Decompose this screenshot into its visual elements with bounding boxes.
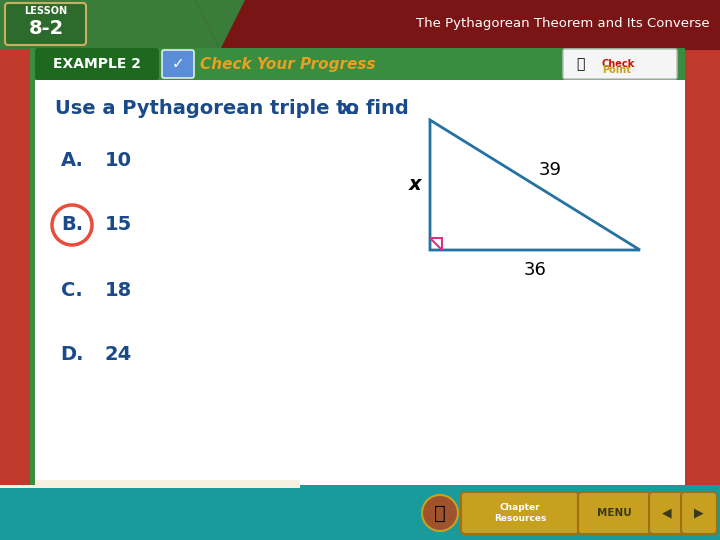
Text: 15: 15 — [105, 215, 132, 234]
Text: MENU: MENU — [597, 508, 631, 518]
Text: 36: 36 — [523, 261, 546, 279]
Text: 🌐: 🌐 — [434, 503, 446, 523]
Text: 39: 39 — [539, 161, 562, 179]
FancyBboxPatch shape — [578, 492, 651, 534]
FancyBboxPatch shape — [0, 485, 720, 540]
Polygon shape — [195, 0, 245, 50]
Text: EXAMPLE 2: EXAMPLE 2 — [53, 57, 141, 71]
Text: x: x — [340, 98, 353, 118]
Text: 🎯: 🎯 — [576, 57, 584, 71]
FancyBboxPatch shape — [563, 49, 677, 79]
Text: B.: B. — [61, 215, 83, 234]
Text: Check: Check — [602, 59, 635, 69]
FancyBboxPatch shape — [0, 480, 300, 488]
Polygon shape — [0, 0, 720, 50]
Text: LESSON: LESSON — [24, 6, 68, 16]
Text: 24: 24 — [105, 346, 132, 365]
Text: Point: Point — [602, 65, 631, 75]
Text: x: x — [409, 176, 421, 194]
FancyBboxPatch shape — [649, 492, 685, 534]
Text: C.: C. — [61, 280, 83, 300]
FancyBboxPatch shape — [5, 3, 86, 45]
Text: ✓: ✓ — [171, 57, 184, 71]
FancyBboxPatch shape — [35, 48, 159, 80]
FancyBboxPatch shape — [461, 492, 579, 534]
Text: The Pythagorean Theorem and Its Converse: The Pythagorean Theorem and Its Converse — [416, 17, 710, 30]
FancyBboxPatch shape — [681, 492, 717, 534]
FancyBboxPatch shape — [0, 50, 30, 485]
Text: ▶: ▶ — [694, 507, 704, 519]
Text: .: . — [352, 98, 359, 118]
Text: D.: D. — [60, 346, 84, 365]
Text: 18: 18 — [105, 280, 132, 300]
FancyBboxPatch shape — [30, 50, 685, 485]
Text: A.: A. — [60, 151, 84, 170]
FancyBboxPatch shape — [30, 48, 685, 80]
Text: ◀: ◀ — [662, 507, 672, 519]
Text: 8-2: 8-2 — [28, 18, 63, 37]
Text: Check Your Progress: Check Your Progress — [200, 57, 376, 71]
FancyBboxPatch shape — [30, 80, 35, 485]
Circle shape — [422, 495, 458, 531]
Polygon shape — [0, 0, 220, 50]
FancyBboxPatch shape — [685, 50, 720, 485]
Text: Chapter
Resources: Chapter Resources — [494, 503, 546, 523]
Text: 10: 10 — [105, 151, 132, 170]
FancyBboxPatch shape — [162, 50, 194, 78]
Text: Use a Pythagorean triple to find: Use a Pythagorean triple to find — [55, 98, 415, 118]
